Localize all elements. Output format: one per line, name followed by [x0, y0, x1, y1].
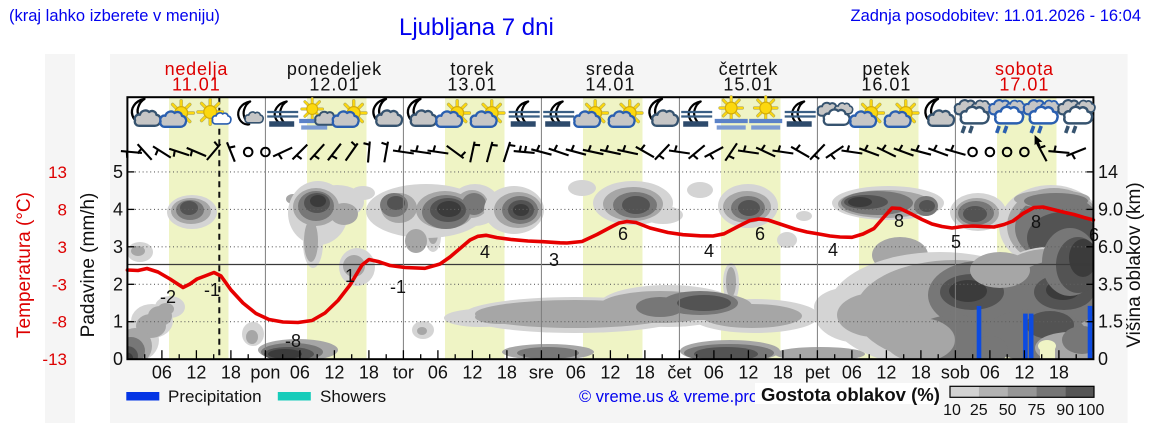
- svg-text:1: 1: [345, 266, 355, 286]
- svg-text:15.01: 15.01: [723, 75, 773, 95]
- svg-text:-1: -1: [204, 280, 220, 300]
- svg-text:6.0: 6.0: [1098, 237, 1123, 257]
- svg-text:06: 06: [566, 363, 586, 383]
- svg-text:12: 12: [876, 363, 896, 383]
- svg-text:10: 10: [943, 402, 961, 419]
- svg-text:06: 06: [428, 363, 448, 383]
- svg-text:14.01: 14.01: [585, 75, 635, 95]
- svg-text:1: 1: [113, 312, 123, 332]
- svg-text:Gostota oblakov (%): Gostota oblakov (%): [761, 384, 940, 405]
- svg-text:06: 06: [152, 363, 172, 383]
- svg-text:0: 0: [113, 349, 123, 369]
- svg-text:13.01: 13.01: [447, 75, 497, 95]
- svg-text:4: 4: [828, 240, 838, 260]
- svg-text:90: 90: [1056, 402, 1074, 419]
- svg-text:18: 18: [1049, 363, 1069, 383]
- svg-text:tor: tor: [393, 363, 414, 383]
- svg-text:1.5: 1.5: [1098, 312, 1123, 332]
- svg-text:5: 5: [951, 232, 961, 252]
- svg-text:12: 12: [462, 363, 482, 383]
- svg-text:pon: pon: [250, 363, 280, 383]
- svg-text:100: 100: [1078, 402, 1105, 419]
- svg-text:© vreme.us & vreme.pro: © vreme.us & vreme.pro: [579, 388, 758, 406]
- svg-text:0: 0: [1098, 349, 1108, 369]
- svg-text:8: 8: [894, 211, 904, 231]
- svg-text:18: 18: [221, 363, 241, 383]
- svg-text:6: 6: [755, 224, 765, 244]
- svg-text:-13: -13: [42, 350, 67, 369]
- svg-text:sre: sre: [529, 363, 554, 383]
- svg-text:06: 06: [704, 363, 724, 383]
- svg-text:16.01: 16.01: [861, 75, 911, 95]
- svg-text:18: 18: [911, 363, 931, 383]
- svg-text:18: 18: [635, 363, 655, 383]
- svg-text:3: 3: [58, 238, 67, 257]
- svg-text:pet: pet: [805, 363, 830, 383]
- svg-text:6: 6: [618, 224, 628, 244]
- svg-text:2: 2: [113, 274, 123, 294]
- svg-text:-1: -1: [390, 277, 406, 297]
- svg-text:5: 5: [113, 162, 123, 182]
- svg-text:12: 12: [186, 363, 206, 383]
- svg-text:50: 50: [999, 402, 1017, 419]
- svg-text:Precipitation: Precipitation: [168, 387, 262, 406]
- svg-text:14: 14: [1098, 162, 1118, 182]
- svg-text:-8: -8: [285, 331, 301, 351]
- svg-text:4: 4: [113, 199, 123, 219]
- svg-text:12: 12: [1014, 363, 1034, 383]
- svg-text:Temperatura (°C): Temperatura (°C): [14, 192, 35, 338]
- svg-text:4: 4: [480, 242, 490, 262]
- svg-text:3: 3: [113, 237, 123, 257]
- svg-text:18: 18: [359, 363, 379, 383]
- svg-text:25: 25: [970, 402, 988, 419]
- svg-text:12: 12: [738, 363, 758, 383]
- svg-text:Višina oblakov (km): Višina oblakov (km): [1124, 182, 1145, 347]
- svg-text:sob: sob: [941, 363, 970, 383]
- svg-text:Showers: Showers: [320, 387, 386, 406]
- svg-text:06: 06: [290, 363, 310, 383]
- svg-text:Padavine (mm/h): Padavine (mm/h): [78, 193, 99, 338]
- svg-text:12: 12: [324, 363, 344, 383]
- svg-text:9.0: 9.0: [1098, 199, 1123, 219]
- svg-text:18: 18: [497, 363, 517, 383]
- svg-text:-2: -2: [160, 287, 176, 307]
- svg-text:06: 06: [842, 363, 862, 383]
- svg-text:17.01: 17.01: [999, 75, 1049, 95]
- svg-text:8: 8: [58, 200, 67, 219]
- svg-text:-8: -8: [52, 313, 67, 332]
- svg-text:75: 75: [1028, 402, 1046, 419]
- svg-text:06: 06: [980, 363, 1000, 383]
- svg-text:3: 3: [549, 250, 559, 270]
- svg-text:13: 13: [48, 163, 67, 182]
- svg-text:čet: čet: [667, 363, 691, 383]
- svg-text:8: 8: [1031, 212, 1041, 232]
- svg-text:12: 12: [600, 363, 620, 383]
- svg-text:18: 18: [773, 363, 793, 383]
- svg-text:11.01: 11.01: [172, 75, 221, 95]
- svg-text:12.01: 12.01: [309, 75, 359, 95]
- svg-text:3.5: 3.5: [1098, 274, 1123, 294]
- svg-text:-3: -3: [52, 275, 67, 294]
- svg-text:4: 4: [704, 241, 714, 261]
